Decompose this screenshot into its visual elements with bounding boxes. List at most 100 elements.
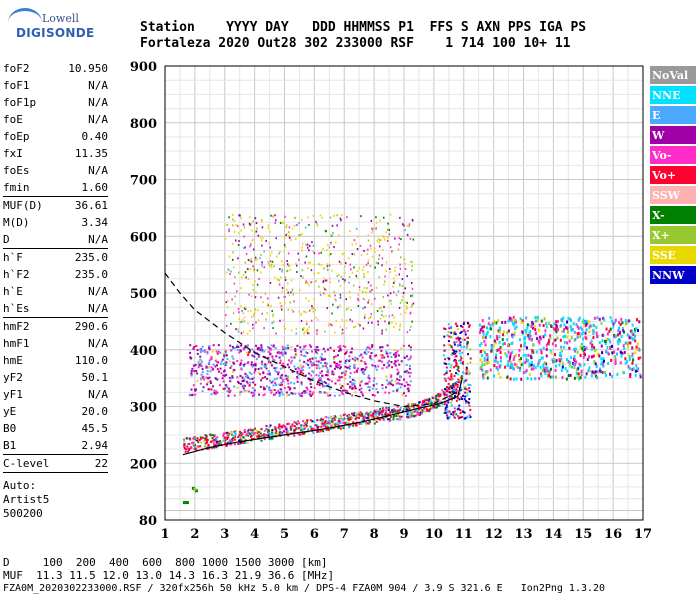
echo-point (279, 251, 281, 254)
echo-point (194, 363, 197, 366)
echo-point (205, 367, 208, 370)
param-row: hmF1 N/A (3, 335, 108, 352)
echo-point (411, 269, 413, 272)
echo-point (445, 366, 448, 369)
echo-point (297, 433, 300, 436)
echo-point (230, 432, 233, 435)
echo-point (286, 394, 289, 397)
echo-point (280, 391, 283, 394)
echo-point (406, 224, 408, 227)
echo-point (337, 364, 340, 367)
echo-point (587, 321, 590, 325)
param-value: N/A (88, 164, 108, 177)
echo-point (308, 223, 310, 226)
echo-point (530, 360, 533, 364)
echo-point (344, 373, 347, 376)
echo-point (250, 391, 253, 394)
echo-point (355, 414, 358, 417)
echo-point (575, 360, 578, 364)
echo-point (586, 358, 589, 362)
echo-point (515, 364, 518, 368)
echo-point (520, 363, 523, 367)
echo-point (325, 428, 328, 431)
echo-point (354, 325, 357, 328)
echo-point (222, 440, 225, 443)
echo-point (287, 347, 290, 350)
echo-point (445, 413, 448, 416)
echo-point (261, 350, 264, 353)
echo-point (296, 380, 299, 383)
echo-point (399, 386, 402, 389)
echo-point (563, 340, 566, 344)
echo-point (391, 321, 393, 324)
echo-point (344, 371, 347, 374)
echo-point (466, 391, 469, 394)
echo-point (410, 260, 412, 263)
echo-point (340, 262, 342, 265)
echo-point (329, 277, 331, 280)
echo-point (287, 434, 290, 437)
echo-point (280, 381, 283, 384)
echo-point (188, 449, 191, 452)
echo-point (228, 439, 231, 442)
echo-point (395, 322, 397, 325)
echo-point (333, 298, 336, 301)
echo-point (439, 400, 442, 403)
echo-point (395, 352, 398, 355)
echo-point (463, 398, 466, 401)
echo-point (513, 362, 516, 366)
echo-point (237, 382, 240, 385)
echo-point (358, 288, 361, 291)
echo-point (232, 434, 235, 437)
echo-point (585, 372, 588, 376)
echo-point (312, 361, 315, 364)
echo-point (527, 333, 530, 337)
echo-point (457, 328, 460, 331)
echo-point (628, 336, 631, 340)
echo-point (561, 365, 564, 369)
echo-point (298, 393, 301, 396)
param-row: yE 20.0 (3, 403, 108, 420)
echo-point (357, 297, 359, 300)
echo-point (363, 418, 366, 421)
echo-point (278, 283, 281, 286)
echo-point (395, 294, 398, 297)
echo-point (358, 286, 361, 289)
echo-point (449, 366, 452, 369)
param-name: fxI (3, 147, 23, 160)
echo-point (308, 325, 310, 328)
echo-point (294, 368, 297, 371)
echo-point (443, 388, 446, 391)
echo-point (267, 429, 270, 432)
echo-point (406, 413, 409, 416)
echo-point (630, 329, 633, 333)
echo-point (542, 365, 545, 369)
echo-point (329, 365, 332, 368)
echo-point (623, 346, 626, 350)
echo-point (419, 409, 422, 412)
echo-point (197, 363, 200, 366)
echo-point (580, 342, 583, 346)
echo-point (369, 411, 372, 414)
echo-point (328, 324, 330, 327)
echo-point (252, 315, 255, 318)
echo-point (268, 264, 271, 267)
echo-point (198, 360, 201, 363)
header-values: Fortaleza 2020 Out28 302 233000 RSF 1 71… (140, 36, 571, 51)
echo-point (381, 367, 384, 370)
echo-point (409, 415, 412, 418)
echo-point (264, 387, 267, 390)
echo-point (452, 413, 455, 416)
echo-point (452, 384, 455, 387)
echo-point (230, 349, 233, 352)
echo-point (408, 223, 411, 226)
echo-point (346, 417, 349, 420)
echo-point (222, 362, 225, 365)
echo-point (478, 343, 481, 347)
echo-point (347, 307, 349, 310)
echo-point (244, 261, 247, 264)
echo-point (326, 263, 329, 266)
echo-point (395, 382, 398, 385)
echo-point (559, 353, 562, 357)
echo-point (451, 386, 454, 389)
